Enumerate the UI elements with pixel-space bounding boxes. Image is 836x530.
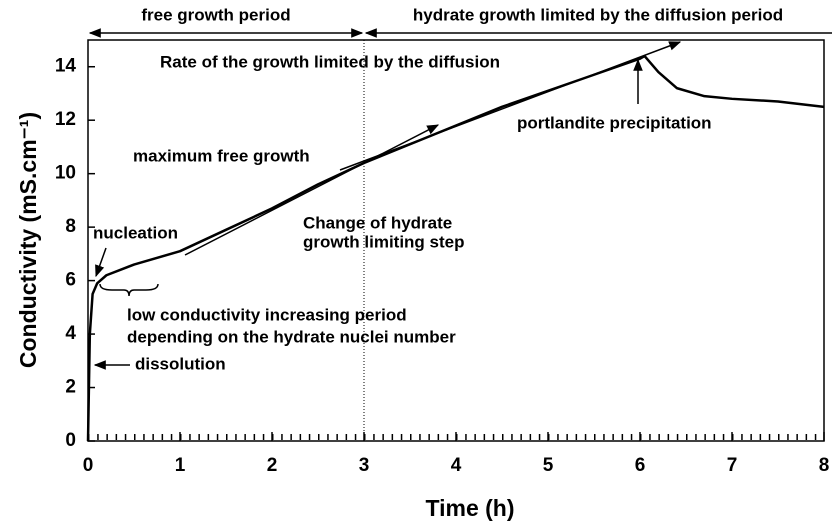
y-tick-label: 12	[55, 109, 76, 130]
x-tick-label: 1	[175, 455, 186, 476]
y-tick-label: 2	[65, 377, 76, 398]
x-tick-label: 3	[359, 455, 370, 476]
x-tick-label: 7	[727, 455, 738, 476]
x-tick-label: 4	[451, 455, 462, 476]
annotation-arrow	[95, 247, 107, 278]
data-line	[86, 54, 825, 442]
annotation: dissolution	[135, 354, 226, 373]
x-tick-label: 6	[635, 455, 646, 476]
annotation: Rate of the growth limited by the diffus…	[160, 52, 500, 71]
x-tick-label: 5	[543, 455, 554, 476]
annotation: maximum free growth	[133, 146, 310, 165]
annotation: nucleation	[93, 223, 178, 242]
annotation: portlandite precipitation	[517, 113, 712, 132]
annotation: growth limiting step	[303, 232, 465, 251]
annotation: low conductivity increasing period	[127, 305, 407, 324]
y-tick-label: 10	[55, 163, 76, 184]
y-tick-label: 6	[65, 270, 76, 291]
tangent-arrow	[184, 124, 440, 256]
annotation: Change of hydrate	[303, 213, 452, 232]
x-tick-label: 8	[819, 455, 830, 476]
brace	[99, 283, 159, 297]
y-tick-label: 0	[65, 430, 76, 451]
y-tick-label: 8	[65, 216, 76, 237]
x-tick-label: 2	[267, 455, 278, 476]
y-tick-label: 14	[55, 56, 77, 77]
y-tick-label: 4	[65, 323, 76, 344]
annotation: depending on the hydrate nuclei number	[127, 327, 456, 346]
x-axis-label: Time (h)	[425, 495, 514, 521]
period-label: hydrate growth limited by the diffusion …	[413, 5, 783, 24]
period-label: free growth period	[141, 5, 290, 24]
x-tick-label: 0	[83, 455, 94, 476]
y-axis-label: Conductivity (mS.cm⁻¹)	[15, 112, 41, 368]
